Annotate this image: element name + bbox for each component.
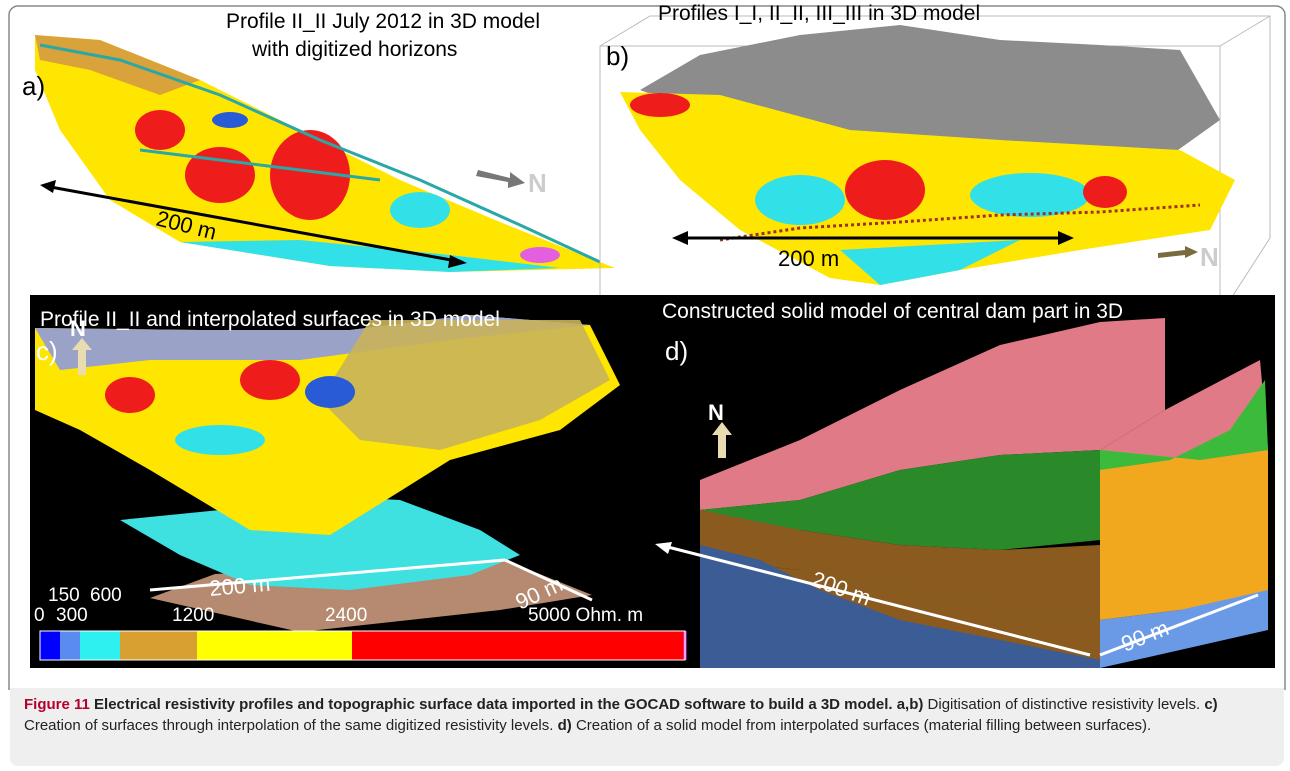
colorbar-label: 2400	[325, 605, 367, 626]
north-label: N	[528, 168, 547, 198]
caption-text: Digitisation of distinctive resistivity …	[928, 696, 1201, 713]
caption-title: Electrical resistivity profiles and topo…	[94, 696, 893, 713]
north-label: N	[70, 316, 86, 341]
figure-label: Figure 11	[24, 696, 90, 713]
north-label: N	[1200, 242, 1219, 272]
colorbar-label: 0	[34, 605, 45, 626]
caption-part-label: a,b)	[897, 696, 924, 713]
panel-label: d)	[665, 336, 688, 366]
panel-label: a)	[22, 71, 45, 101]
colorbar-label: 1200	[172, 605, 214, 626]
caption-text: Creation of a solid model from interpola…	[576, 717, 1151, 734]
panel-label: b)	[606, 41, 629, 71]
panel-title: with digitized horizons	[251, 38, 457, 61]
caption-text: Creation of surfaces through interpolati…	[24, 717, 553, 734]
caption-part-label: d)	[558, 717, 572, 734]
scale-label: 200 m	[778, 246, 839, 271]
panel-title: Profile II_II July 2012 in 3D model	[226, 10, 540, 33]
caption-part-label: c)	[1204, 696, 1217, 713]
figure: Profile II_II July 2012 in 3D model with…	[0, 0, 1290, 690]
north-label: N	[708, 400, 724, 425]
panel-label: c)	[36, 336, 58, 366]
panel-a: Profile II_II July 2012 in 3D model with…	[22, 10, 615, 272]
caption: Figure 11 Electrical resistivity profile…	[10, 688, 1284, 766]
scale-label: 200 m	[208, 571, 271, 601]
page: Profile II_II July 2012 in 3D model with…	[0, 0, 1290, 771]
panel-b: Profiles I_I, II_II, III_III in 3D model…	[600, 2, 1270, 300]
panel-title: Profile II_II and interpolated surfaces …	[40, 308, 500, 331]
panel-title: Profiles I_I, II_II, III_III in 3D model	[658, 2, 980, 25]
panel-title: Constructed solid model of central dam p…	[662, 300, 1123, 323]
colorbar-label: 300	[56, 605, 88, 626]
colorbar-label: 600	[90, 585, 122, 606]
colorbar-label: 5000 Ohm. m	[528, 605, 643, 626]
colorbar-label: 150	[48, 585, 80, 606]
